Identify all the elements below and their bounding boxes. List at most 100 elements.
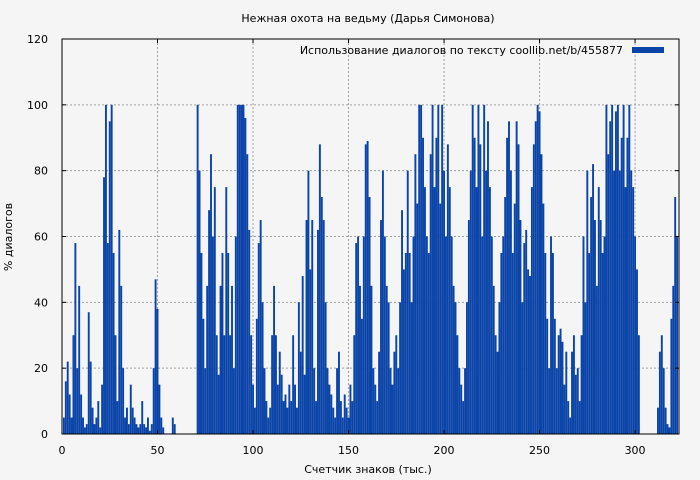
bar <box>569 417 572 434</box>
bar <box>351 401 354 434</box>
bar <box>135 424 138 434</box>
bar <box>349 384 352 434</box>
x-tick-label: 200 <box>434 444 455 457</box>
bar <box>420 104 423 434</box>
bar <box>620 137 623 434</box>
bar <box>221 252 224 434</box>
bar <box>196 104 199 434</box>
bar <box>284 394 287 434</box>
bar <box>439 203 442 434</box>
bar <box>662 368 665 434</box>
bar <box>131 407 134 434</box>
bar <box>471 104 474 434</box>
bar <box>137 427 140 434</box>
bar <box>450 236 453 434</box>
bar <box>362 236 365 434</box>
bar <box>147 417 149 434</box>
ticks-layer: 0 20 40 60 80 100 120 0 50 100 150 200 250 300 <box>27 33 679 457</box>
bar <box>330 394 333 434</box>
bar <box>446 144 449 435</box>
bar <box>338 351 340 434</box>
bar <box>618 170 621 434</box>
bar <box>114 335 117 434</box>
bar <box>483 104 486 434</box>
legend-entry-label: Использование диалогов по тексту coollib… <box>300 44 623 57</box>
bar <box>227 252 230 434</box>
bar <box>116 401 119 434</box>
bar <box>200 252 203 434</box>
bar <box>567 401 570 434</box>
bar <box>278 351 281 434</box>
x-tick-label: 150 <box>338 444 359 457</box>
bar <box>462 401 465 434</box>
bar <box>464 368 467 434</box>
bar <box>423 187 426 434</box>
bar <box>259 220 262 434</box>
bar <box>282 401 285 434</box>
bar <box>668 427 671 434</box>
bar <box>313 368 316 434</box>
bar <box>504 197 507 434</box>
bar <box>125 407 128 434</box>
bar <box>443 170 445 434</box>
bar <box>370 285 373 434</box>
bar <box>380 220 382 434</box>
bar <box>515 121 518 435</box>
bar <box>309 269 312 434</box>
bar <box>271 335 274 434</box>
bar <box>127 424 130 434</box>
bar <box>605 104 608 434</box>
bar <box>637 335 640 434</box>
bar <box>664 407 667 434</box>
bar <box>544 252 547 434</box>
bar <box>122 368 125 434</box>
bar <box>324 302 327 434</box>
bar <box>246 154 249 435</box>
bar <box>106 243 109 434</box>
bar <box>353 335 356 434</box>
bar <box>292 335 295 434</box>
bar <box>519 220 522 434</box>
bar <box>475 187 478 434</box>
bar <box>326 368 329 434</box>
bar <box>584 302 587 434</box>
bar <box>502 236 505 434</box>
bar <box>672 285 675 434</box>
bar <box>82 417 84 434</box>
bar <box>534 121 537 435</box>
bar <box>492 285 495 434</box>
bar <box>555 368 558 434</box>
bar <box>542 203 545 434</box>
bar <box>511 252 514 434</box>
bar <box>494 335 497 434</box>
bar <box>611 104 614 434</box>
bar <box>294 384 297 434</box>
bar <box>198 170 201 434</box>
bar <box>576 368 579 434</box>
bar <box>660 335 663 434</box>
bar <box>269 407 272 434</box>
bar <box>548 368 551 434</box>
bar <box>418 104 421 434</box>
bar <box>513 203 516 434</box>
bar <box>410 302 413 434</box>
bar <box>378 351 381 434</box>
bar <box>129 384 132 434</box>
bar <box>385 285 388 434</box>
bar <box>305 220 308 434</box>
bar <box>213 187 216 434</box>
bar <box>70 417 73 434</box>
y-tick-label: 100 <box>27 99 48 112</box>
bar <box>255 318 258 434</box>
bar <box>158 384 161 434</box>
bar <box>145 427 148 434</box>
bar <box>215 335 218 434</box>
bar <box>252 384 254 434</box>
bar <box>487 121 489 435</box>
bar <box>97 401 100 434</box>
bar <box>273 285 275 434</box>
bar <box>372 368 375 434</box>
bar <box>133 417 136 434</box>
bar <box>357 236 360 434</box>
bar <box>206 285 209 434</box>
